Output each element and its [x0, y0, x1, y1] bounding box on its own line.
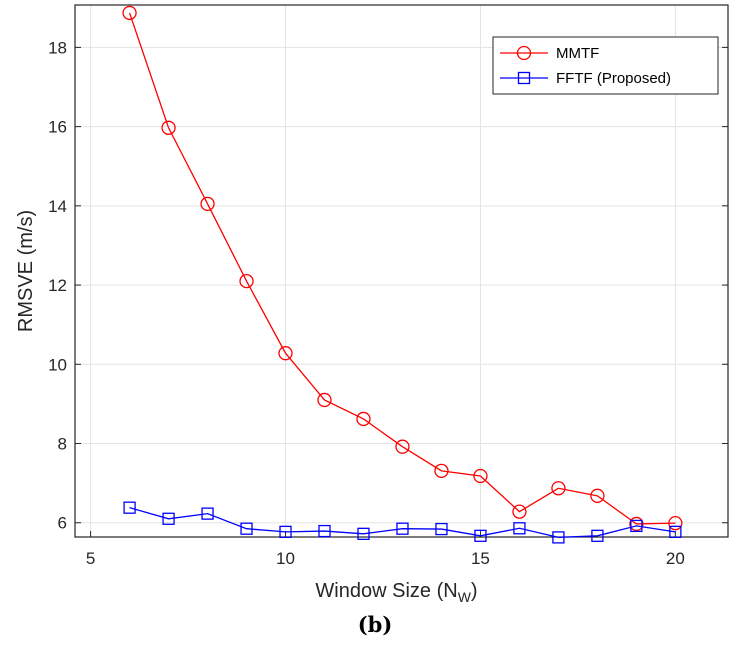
x-tick-label: 5 [86, 549, 95, 568]
legend-marker-square [517, 71, 531, 85]
data-point-marker [474, 529, 487, 542]
data-point-marker [435, 522, 448, 536]
x-axis-label: Window Size (NW) [315, 580, 477, 605]
y-tick-label: 8 [58, 435, 67, 454]
data-point-marker [122, 5, 137, 21]
data-point-marker [240, 522, 253, 535]
y-tick-label: 10 [48, 355, 67, 374]
line-chart: 5 10 15 20 6 8 10 12 14 16 18 MMTF FFTF (Proposed) Wi… [15, 4, 729, 605]
y-tick-label: 18 [48, 38, 67, 57]
data-point-marker [630, 519, 643, 533]
y-axis-label: RMSVE (m/s) [15, 210, 37, 332]
series-line-0 [128, 12, 676, 525]
caption-text: (b) [357, 612, 393, 637]
data-point-marker [356, 411, 371, 427]
data-point-marker [551, 481, 566, 496]
data-point-marker [396, 522, 409, 535]
legend-marker-circle [516, 45, 532, 61]
data-point-marker [279, 525, 292, 539]
data-point-marker [317, 392, 332, 408]
data-point-marker [357, 527, 370, 540]
data-point-marker [318, 524, 331, 538]
legend: MMTF FFTF (Proposed) [492, 36, 719, 95]
data-point-marker [200, 196, 215, 212]
legend-label: FFTF (Proposed) [556, 70, 671, 87]
data-point-marker [278, 346, 293, 361]
data-point-marker [590, 488, 605, 503]
data-point-marker [239, 273, 254, 289]
data-point-marker [629, 516, 644, 532]
y-tick-label: 6 [58, 514, 67, 533]
data-point-marker [162, 512, 175, 525]
data-point-marker [395, 439, 410, 454]
data-point-marker [434, 463, 449, 478]
data-point-marker [591, 529, 604, 542]
legend-box [492, 36, 719, 95]
data-point-marker [123, 501, 136, 514]
data-point-marker [552, 531, 565, 544]
legend-label: MMTF [556, 45, 599, 62]
data-point-marker [513, 522, 526, 535]
data-point-marker [201, 507, 214, 520]
data-point-marker [512, 504, 527, 519]
data-point-marker [669, 525, 682, 539]
x-tick-label: 20 [666, 549, 685, 568]
x-tick-label: 15 [471, 549, 490, 568]
figure-caption: (b) [0, 612, 750, 637]
series-line-1 [129, 507, 676, 539]
data-point-marker [668, 515, 683, 531]
data-point-marker [473, 468, 488, 484]
y-tick-label: 12 [48, 276, 67, 295]
y-tick-label: 16 [48, 118, 67, 137]
data-point-marker [161, 120, 176, 135]
x-tick-label: 10 [276, 549, 295, 568]
y-tick-label: 14 [48, 197, 67, 216]
plot-frame [74, 4, 729, 538]
